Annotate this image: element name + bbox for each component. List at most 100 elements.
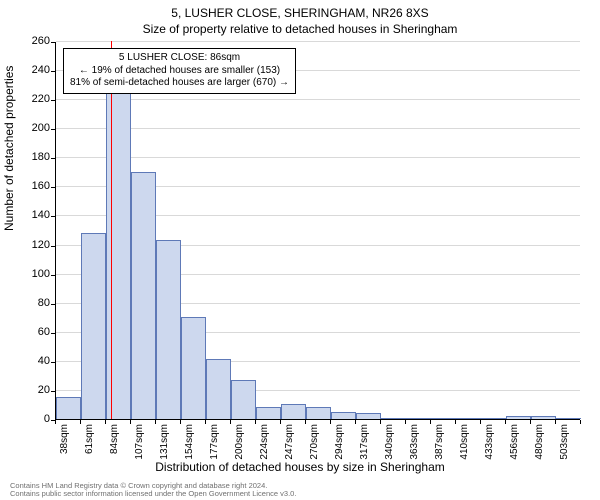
annotation-box: 5 LUSHER CLOSE: 86sqm← 19% of detached h… — [63, 48, 296, 94]
y-tick-mark — [51, 216, 55, 217]
x-tick-mark — [505, 420, 506, 424]
y-tick-label: 20 — [10, 384, 50, 396]
x-tick-mark — [330, 420, 331, 424]
bar — [131, 172, 156, 419]
bar — [106, 85, 131, 419]
x-tick-label: 294sqm — [334, 424, 345, 472]
x-tick-label: 224sqm — [259, 424, 270, 472]
bar — [181, 317, 206, 419]
x-tick-mark — [205, 420, 206, 424]
bar — [156, 240, 181, 419]
x-tick-mark — [405, 420, 406, 424]
y-tick-mark — [51, 71, 55, 72]
x-tick-mark — [80, 420, 81, 424]
bar — [281, 404, 306, 419]
x-tick-mark — [530, 420, 531, 424]
y-tick-label: 160 — [10, 180, 50, 192]
x-tick-mark — [130, 420, 131, 424]
x-tick-mark — [230, 420, 231, 424]
x-tick-label: 107sqm — [134, 424, 145, 472]
title-line-2: Size of property relative to detached ho… — [0, 22, 600, 38]
x-tick-label: 503sqm — [559, 424, 570, 472]
x-tick-mark — [580, 420, 581, 424]
x-tick-label: 247sqm — [284, 424, 295, 472]
x-tick-label: 363sqm — [409, 424, 420, 472]
bar — [406, 418, 431, 419]
title-line-1: 5, LUSHER CLOSE, SHERINGHAM, NR26 8XS — [0, 0, 600, 22]
bar — [331, 412, 356, 419]
y-tick-mark — [51, 246, 55, 247]
x-tick-mark — [105, 420, 106, 424]
y-tick-label: 240 — [10, 64, 50, 76]
bar — [56, 397, 81, 419]
bar — [306, 407, 331, 419]
x-tick-mark — [180, 420, 181, 424]
grid-line — [56, 157, 580, 158]
y-tick-mark — [51, 391, 55, 392]
y-tick-label: 60 — [10, 326, 50, 338]
x-tick-label: 131sqm — [159, 424, 170, 472]
x-tick-label: 38sqm — [59, 424, 70, 472]
y-tick-label: 140 — [10, 209, 50, 221]
x-tick-label: 317sqm — [359, 424, 370, 472]
bar — [356, 413, 381, 419]
footer-attribution: Contains HM Land Registry data © Crown c… — [10, 482, 296, 499]
x-tick-label: 154sqm — [184, 424, 195, 472]
bar — [81, 233, 106, 419]
bar — [531, 416, 556, 419]
x-tick-mark — [380, 420, 381, 424]
x-tick-mark — [430, 420, 431, 424]
y-tick-label: 220 — [10, 93, 50, 105]
y-tick-label: 40 — [10, 355, 50, 367]
x-tick-mark — [355, 420, 356, 424]
x-tick-mark — [480, 420, 481, 424]
y-tick-mark — [51, 158, 55, 159]
y-tick-label: 0 — [10, 413, 50, 425]
y-tick-mark — [51, 304, 55, 305]
plot-area — [55, 42, 580, 420]
x-tick-label: 61sqm — [84, 424, 95, 472]
footer-line: Contains public sector information licen… — [10, 490, 296, 498]
bar — [456, 418, 481, 419]
y-tick-mark — [51, 275, 55, 276]
y-tick-label: 80 — [10, 297, 50, 309]
x-tick-mark — [305, 420, 306, 424]
x-tick-label: 433sqm — [484, 424, 495, 472]
annotation-line: 5 LUSHER CLOSE: 86sqm — [70, 52, 289, 65]
x-tick-label: 340sqm — [384, 424, 395, 472]
y-tick-label: 120 — [10, 239, 50, 251]
x-tick-label: 480sqm — [534, 424, 545, 472]
y-tick-mark — [51, 129, 55, 130]
grid-line — [56, 128, 580, 129]
y-tick-mark — [51, 100, 55, 101]
bar — [231, 380, 256, 419]
grid-line — [56, 41, 580, 42]
x-tick-mark — [155, 420, 156, 424]
bar — [506, 416, 531, 419]
x-tick-label: 270sqm — [309, 424, 320, 472]
annotation-line: 81% of semi-detached houses are larger (… — [70, 77, 289, 90]
y-tick-mark — [51, 187, 55, 188]
x-tick-label: 84sqm — [109, 424, 120, 472]
x-tick-mark — [455, 420, 456, 424]
y-tick-label: 180 — [10, 151, 50, 163]
bar — [206, 359, 231, 419]
x-tick-mark — [255, 420, 256, 424]
x-tick-label: 456sqm — [509, 424, 520, 472]
bar — [556, 418, 581, 419]
bar — [381, 418, 406, 419]
y-tick-label: 260 — [10, 35, 50, 47]
y-tick-mark — [51, 362, 55, 363]
y-axis-label: Number of detached properties — [2, 66, 16, 231]
x-tick-label: 200sqm — [234, 424, 245, 472]
y-tick-label: 200 — [10, 122, 50, 134]
grid-line — [56, 99, 580, 100]
x-tick-label: 387sqm — [434, 424, 445, 472]
y-tick-label: 100 — [10, 268, 50, 280]
bar — [256, 407, 281, 419]
marker-line — [111, 41, 112, 419]
x-tick-label: 410sqm — [459, 424, 470, 472]
chart-container: 5, LUSHER CLOSE, SHERINGHAM, NR26 8XS Si… — [0, 0, 600, 500]
bar — [431, 418, 456, 419]
bar — [481, 418, 506, 419]
